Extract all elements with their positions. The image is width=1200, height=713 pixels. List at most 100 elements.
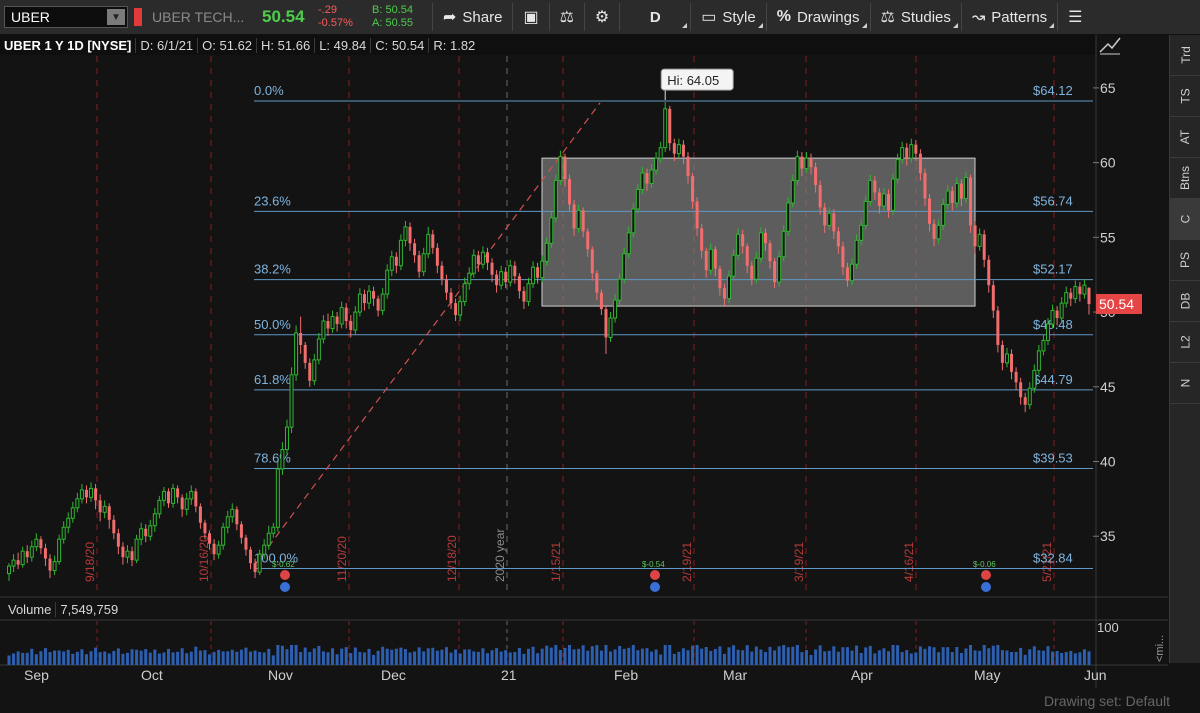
candle-body[interactable] — [394, 256, 398, 266]
candle-body[interactable] — [668, 108, 672, 144]
candle-body[interactable] — [549, 217, 554, 244]
candle-body[interactable] — [84, 489, 88, 498]
candle-body[interactable] — [107, 506, 111, 520]
candle-body[interactable] — [672, 143, 676, 154]
candle-body[interactable] — [758, 232, 763, 259]
candle-body[interactable] — [198, 506, 202, 523]
candle-body[interactable] — [895, 159, 900, 180]
candle-body[interactable] — [1000, 344, 1004, 363]
candle-body[interactable] — [330, 316, 335, 329]
candle-body[interactable] — [905, 147, 909, 159]
candle-body[interactable] — [836, 231, 840, 247]
candle-body[interactable] — [1045, 323, 1050, 341]
candle-body[interactable] — [544, 242, 549, 262]
candle-body[interactable] — [832, 213, 836, 232]
candle-body[interactable] — [20, 550, 25, 566]
candle-body[interactable] — [522, 291, 526, 302]
candle-body[interactable] — [61, 526, 66, 540]
candle-body[interactable] — [102, 505, 107, 513]
candle-body[interactable] — [827, 212, 832, 226]
candle-body[interactable] — [581, 210, 585, 232]
candle-body[interactable] — [1041, 339, 1046, 352]
candle-body[interactable] — [823, 207, 827, 226]
side-tab-l2[interactable]: L2 — [1170, 322, 1200, 363]
candle-body[interactable] — [284, 426, 289, 451]
candle-body[interactable] — [148, 525, 153, 537]
side-tab-ts[interactable]: TS — [1170, 76, 1200, 117]
candle-body[interactable] — [508, 265, 513, 283]
candle-body[interactable] — [171, 487, 176, 504]
candle-body[interactable] — [531, 266, 536, 285]
candle-body[interactable] — [176, 488, 180, 498]
candle-body[interactable] — [249, 549, 253, 564]
candle-body[interactable] — [98, 500, 102, 513]
candle-body[interactable] — [790, 180, 795, 204]
candle-body[interactable] — [568, 179, 572, 205]
candle-body[interactable] — [681, 144, 685, 157]
candle-body[interactable] — [125, 550, 130, 558]
candle-body[interactable] — [777, 256, 782, 283]
candle-body[interactable] — [70, 507, 75, 519]
candle-body[interactable] — [29, 546, 34, 558]
candle-body[interactable] — [426, 233, 431, 255]
candle-body[interactable] — [645, 173, 649, 184]
candle-body[interactable] — [649, 169, 654, 185]
side-tab-db[interactable]: DB — [1170, 281, 1200, 322]
candle-body[interactable] — [266, 532, 271, 546]
quote-button[interactable]: ▣ — [513, 0, 548, 34]
side-tab-n[interactable]: N — [1170, 363, 1200, 404]
candle-body[interactable] — [963, 177, 968, 199]
candle-body[interactable] — [914, 144, 918, 154]
side-tab-btns[interactable]: Btns — [1170, 158, 1200, 199]
side-tab-at[interactable]: AT — [1170, 117, 1200, 158]
candle-body[interactable] — [303, 344, 307, 363]
candle-body[interactable] — [663, 108, 668, 149]
candle-body[interactable] — [576, 209, 581, 229]
candle-body[interactable] — [977, 233, 982, 247]
candle-body[interactable] — [713, 249, 717, 269]
candle-body[interactable] — [431, 234, 435, 248]
candle-body[interactable] — [121, 546, 125, 558]
symbol-dropdown-icon[interactable]: ▼ — [107, 9, 125, 25]
candle-body[interactable] — [608, 317, 613, 338]
candle-body[interactable] — [413, 243, 417, 256]
candle-body[interactable] — [873, 180, 877, 193]
candle-body[interactable] — [372, 291, 376, 299]
studies-button[interactable]: ⚖ Studies — [871, 0, 961, 34]
candle-body[interactable] — [928, 198, 932, 224]
candle-body[interactable] — [676, 144, 681, 155]
candle-body[interactable] — [517, 276, 521, 292]
candle-body[interactable] — [536, 267, 540, 278]
candle-body[interactable] — [1019, 382, 1023, 398]
settings-button[interactable]: ⚙ — [585, 0, 619, 34]
candle-body[interactable] — [75, 498, 80, 509]
candle-body[interactable] — [262, 544, 267, 555]
candle-body[interactable] — [161, 490, 166, 501]
candle-body[interactable] — [253, 563, 257, 573]
candle-body[interactable] — [695, 201, 699, 229]
candle-body[interactable] — [275, 468, 280, 528]
price-chart[interactable]: 9/18/20 10/16/20 11/20/20 12/18/20 2020 year… — [0, 0, 1168, 688]
candle-body[interactable] — [189, 490, 194, 500]
candle-body[interactable] — [987, 259, 991, 286]
candle-body[interactable] — [180, 497, 184, 510]
candle-body[interactable] — [526, 283, 531, 303]
candle-body[interactable] — [308, 362, 312, 381]
candle-body[interactable] — [48, 558, 52, 571]
candle-body[interactable] — [622, 253, 627, 280]
candle-body[interactable] — [312, 359, 317, 382]
dividend-event-icon[interactable] — [280, 582, 290, 592]
candle-body[interactable] — [768, 243, 772, 262]
trend-line[interactable] — [253, 102, 601, 567]
alert-flag-icon[interactable] — [134, 8, 142, 26]
candle-body[interactable] — [658, 147, 663, 159]
candle-body[interactable] — [34, 538, 39, 548]
candle-body[interactable] — [1064, 292, 1069, 304]
candle-body[interactable] — [795, 156, 800, 182]
candle-body[interactable] — [996, 310, 1000, 345]
candle-body[interactable] — [357, 293, 362, 313]
candle-body[interactable] — [335, 316, 339, 325]
candle-body[interactable] — [43, 548, 47, 559]
candle-body[interactable] — [504, 271, 508, 283]
candle-body[interactable] — [499, 271, 504, 286]
